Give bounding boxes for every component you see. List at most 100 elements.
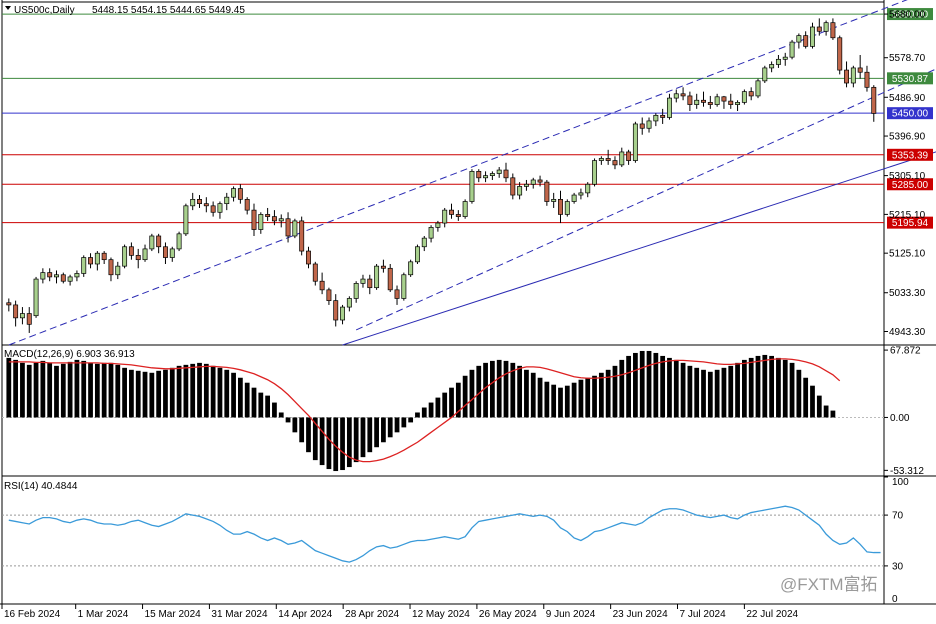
candle-body [231,188,237,198]
candle-body [401,274,407,299]
candle-body [306,250,311,265]
macd-bar [517,365,523,418]
macd-tick-label: 0.00 [890,413,910,424]
macd-bar [619,359,625,418]
macd-bar [592,375,597,418]
candle-body [558,199,563,215]
macd-bar [108,362,114,418]
symbol-dropdown-icon[interactable] [5,6,11,10]
candle-body [728,100,734,105]
macd-bar [265,395,271,418]
candle-body [449,209,454,215]
macd-bar [598,372,604,418]
rsi-tick-label: 70 [892,511,904,522]
candle-body [673,93,679,99]
time-tick-label: 15 Mar 2024 [145,609,202,620]
candle-body [694,99,700,105]
macd-bar [714,369,720,418]
candle-body [823,22,829,32]
trendlines [8,0,936,346]
macd-bar [101,362,107,418]
macd-bar [183,364,189,418]
candle-body [701,99,706,103]
level-tag [887,148,933,161]
macd-bar [728,365,734,418]
candle-body [94,252,100,265]
price-tick-label: 5396.90 [889,132,926,143]
candle-body [122,246,128,267]
time-tick-label: 12 May 2024 [412,609,470,620]
macd-bar [367,417,373,453]
macd-bar [578,379,584,418]
level-tag [887,216,933,229]
macd-bar [319,417,325,466]
macd-bar [687,365,693,418]
candle-body [864,71,870,88]
price-tick-label: 5215.10 [889,210,926,221]
macd-bar [74,359,80,418]
candle-body [469,170,475,202]
time-tick-label: 31 Mar 2024 [211,609,268,620]
macd-bar [701,369,706,418]
candle-body [483,175,489,179]
macd-bar [796,369,802,418]
time-tick-label: 1 Mar 2024 [78,609,129,620]
macd-bar [455,382,461,418]
macd-bar [190,363,196,418]
time-tick-label: 9 Jun 2024 [546,609,596,620]
candle-body [632,123,638,161]
candle-body [374,265,380,289]
candle-body [544,181,550,202]
macd-bar [428,402,434,418]
candle-body [353,283,359,299]
candle-body [54,274,59,278]
rsi-tick-label: 0 [892,594,898,605]
candle-body [564,201,570,215]
macd-bar [346,417,352,468]
macd-bar [26,364,32,418]
candle-body [74,273,80,278]
level-label: 5680.00 [892,10,929,21]
time-tick-label: 23 Jun 2024 [613,609,668,620]
candle-body [47,272,53,278]
price-tick-label: 5578.70 [889,53,926,64]
price-tick-label: 5486.90 [889,93,926,104]
candle-body [455,214,461,217]
candle-body [714,96,720,105]
macd-bar [496,359,502,418]
macd-bar [660,355,666,418]
candle-body [360,278,366,284]
macd-bar [6,357,12,418]
candle-body [442,209,448,224]
level-label: 5530.87 [892,74,929,85]
candle-body [149,235,155,250]
macd-bar [149,372,155,418]
macd-bar [435,397,441,418]
candle-body [803,35,809,47]
candle-body [605,158,611,161]
candle-body [319,280,325,291]
macd-bar [489,360,495,418]
candle-body [278,218,284,222]
macd-bar [633,352,638,418]
candle-body [183,205,189,235]
candle-body [224,196,230,205]
level-tag [887,178,933,191]
macd-bar [789,362,795,418]
candle-body [210,205,216,213]
candle-body [816,26,822,32]
candle-body [517,186,523,196]
candle-body [81,257,87,274]
candle-body [639,123,645,129]
rsi-line [8,505,881,563]
macd-bar [115,364,121,418]
candle-body [680,93,686,97]
price-tick-label: 5125.10 [889,249,926,260]
macd-bar [122,367,127,418]
macd-bar [163,369,168,418]
macd-title: MACD(12,26,9) 6.903 36.913 [4,349,135,360]
candle-body [592,160,598,185]
candle-body [340,306,346,321]
candle-body [769,64,775,69]
macd-bar [510,362,516,418]
